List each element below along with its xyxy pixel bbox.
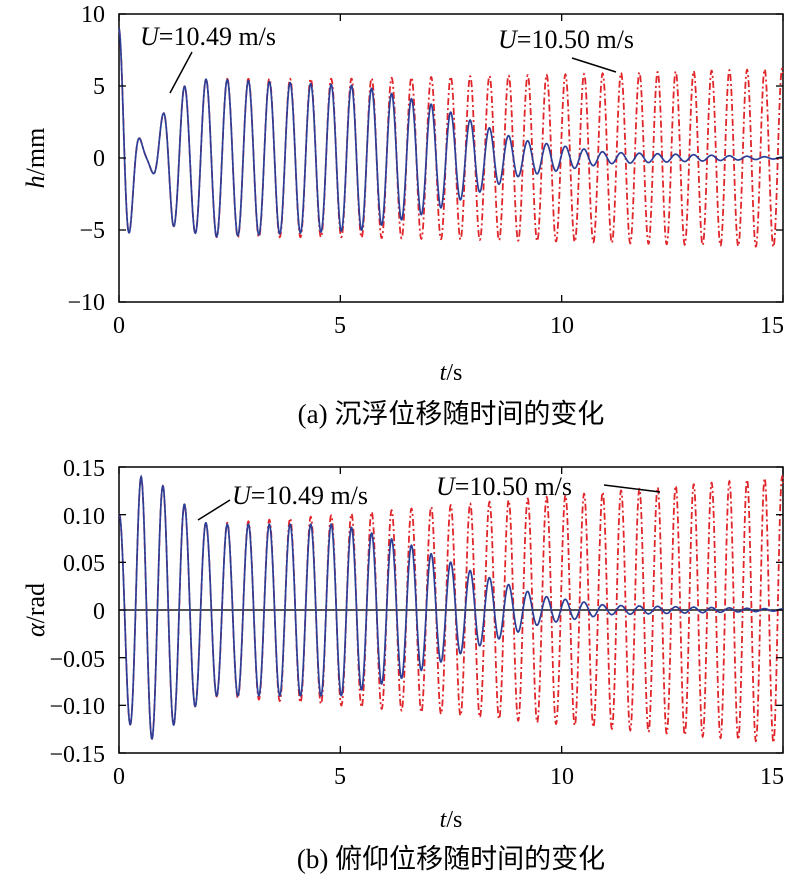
b-xtick-label: 10 (550, 764, 574, 790)
b-xtick-label: 0 (113, 764, 125, 790)
b-ytick-label: −0.10 (49, 694, 105, 720)
b-ytick-label: −0.15 (49, 742, 105, 768)
series-line-u1049 (118, 474, 784, 741)
panel-b-series-group (118, 474, 784, 744)
b-ylabel: α/rad (21, 583, 50, 637)
a-xtick-label: 0 (113, 313, 125, 339)
a-annotation-1050: U=10.50 m/s (498, 25, 634, 54)
a-caption: (a) 沉浮位移随时间的变化 (298, 399, 605, 429)
a-xlabel: t/s (440, 360, 463, 386)
b-xlabel: t/s (440, 807, 463, 833)
b-ytick-label: −0.05 (49, 647, 105, 673)
panel-b-ticks (118, 466, 784, 754)
a-xtick-label: 10 (550, 313, 574, 339)
b-annotation-1049: U=10.49 m/s (232, 481, 368, 510)
b-annotation-1050: U=10.50 m/s (436, 472, 572, 501)
series-line-u1049 (118, 28, 784, 238)
a-ytick-label: 10 (81, 2, 105, 28)
panel-b-pitch: 0.15 0.10 0.05 0 −0.05 −0.10 −0.15 0 5 1… (21, 456, 784, 874)
a-ytick-label: −5 (79, 218, 105, 244)
a-ytick-label: 5 (93, 74, 105, 100)
a-xtick-label: 15 (760, 313, 784, 339)
panel-a-frame (118, 13, 784, 303)
a-ylabel: h/mm (21, 128, 50, 189)
a-xtick-label: 5 (334, 313, 346, 339)
panel-a-ticks (118, 13, 784, 303)
panel-a-series-group (118, 28, 784, 249)
b-ytick-label: 0.15 (63, 456, 105, 482)
a-annotation-1050-leader (571, 57, 617, 73)
b-annotation-1049-leader (197, 499, 231, 521)
b-xtick-label: 5 (334, 764, 346, 790)
b-caption: (b) 俯仰位移随时间的变化 (297, 844, 605, 874)
b-annotation-1050-leader (603, 484, 661, 493)
b-xtick-label: 15 (760, 764, 784, 790)
b-ytick-label: 0.10 (63, 504, 105, 530)
a-ytick-label: −10 (67, 290, 105, 316)
a-ytick-label: 0 (93, 146, 105, 172)
a-annotation-1049-leader (169, 51, 193, 94)
panel-a-heave: 10 5 0 −5 −10 0 5 10 15 t/s h/mm U=10.49… (21, 2, 784, 429)
b-ytick-label: 0.05 (63, 551, 105, 577)
a-annotation-1049: U=10.49 m/s (140, 22, 276, 51)
b-ytick-label: 0 (93, 599, 105, 625)
